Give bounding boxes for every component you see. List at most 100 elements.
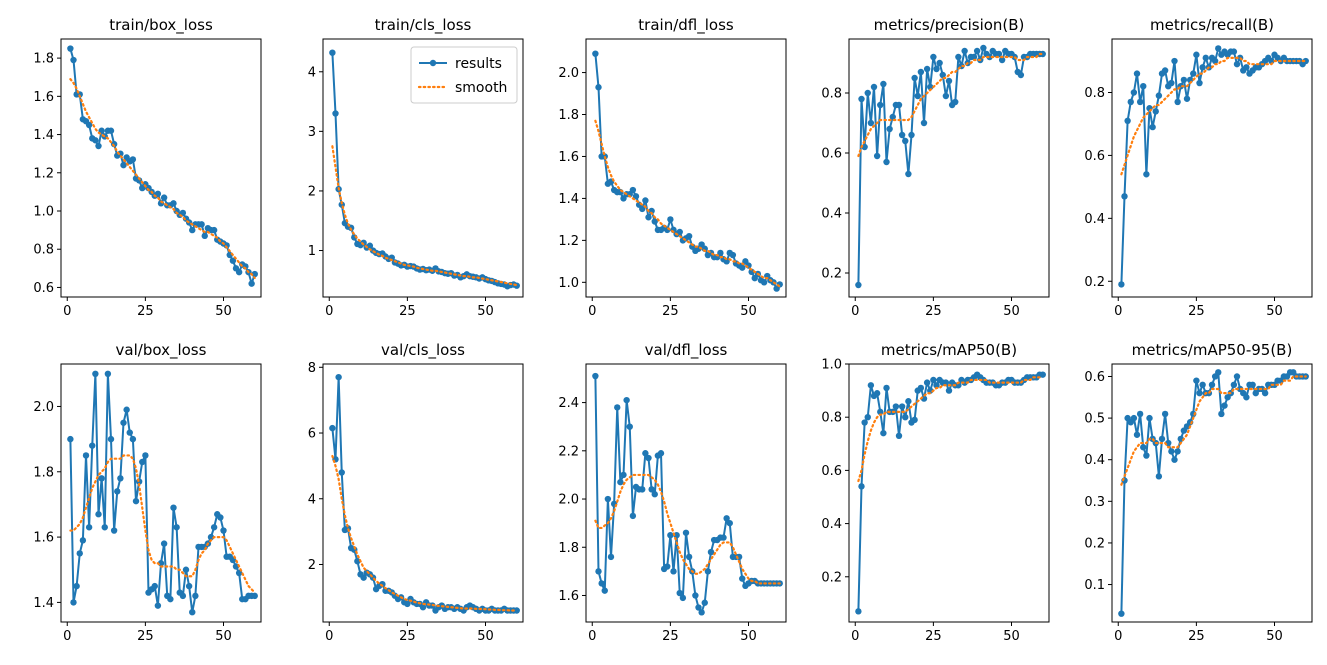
plot-area — [67, 45, 258, 287]
results-data-point — [160, 194, 168, 201]
smooth-series-line — [594, 119, 781, 288]
results-data-point — [614, 404, 621, 411]
x-tick-label: 50 — [215, 629, 232, 644]
plot-area — [329, 373, 520, 614]
results-data-point — [154, 602, 162, 609]
subplot-title: metrics/mAP50(B) — [881, 341, 1017, 359]
results-data-point — [82, 452, 90, 459]
y-tick-label: 2.0 — [558, 493, 579, 508]
y-tick-label: 0.2 — [1084, 275, 1105, 290]
results-data-point — [682, 529, 690, 536]
results-data-point — [870, 83, 878, 91]
results-data-point — [595, 84, 602, 91]
subplot-title: train/box_loss — [109, 16, 213, 35]
plot-area — [67, 370, 258, 616]
results-data-point — [639, 205, 646, 213]
results-data-point — [104, 370, 112, 377]
results-data-point — [1183, 95, 1191, 102]
results-data-point — [1161, 67, 1169, 74]
results-data-point — [170, 200, 177, 207]
y-tick-label: 0.5 — [1084, 412, 1105, 427]
results-data-point — [95, 142, 102, 150]
y-tick-label: 0.4 — [821, 207, 842, 222]
results-data-point — [917, 384, 925, 392]
smooth-series-line — [69, 78, 256, 279]
results-data-point — [79, 537, 87, 544]
results-data-point — [251, 270, 258, 278]
results-data-point — [880, 429, 887, 437]
subplot-title: metrics/recall(B) — [1150, 16, 1274, 34]
y-tick-label: 1.6 — [558, 589, 579, 604]
results-data-point — [366, 242, 374, 249]
results-data-point — [354, 558, 361, 565]
results-data-point — [1249, 381, 1256, 389]
results-data-point — [1155, 473, 1163, 480]
results-data-point — [1243, 64, 1250, 71]
results-data-point — [704, 568, 712, 575]
results-data-point — [67, 45, 74, 52]
smooth-series-line — [594, 473, 781, 585]
plot-area — [329, 49, 520, 290]
y-tick-label: 0.1 — [1084, 578, 1105, 593]
results-data-point — [1196, 79, 1203, 87]
results-data-point — [1136, 98, 1144, 106]
results-data-point — [419, 604, 427, 611]
results-data-point — [1017, 71, 1025, 79]
results-data-point — [1199, 64, 1206, 71]
results-data-point — [648, 486, 655, 493]
results-data-point — [861, 419, 868, 426]
axes-frame — [848, 38, 1050, 298]
results-data-point — [592, 50, 599, 57]
y-tick-label: 1.4 — [33, 128, 54, 143]
x-tick-label: 0 — [1114, 304, 1122, 319]
results-data-point — [1039, 371, 1046, 378]
results-series-line — [1120, 47, 1307, 285]
results-data-point — [729, 251, 737, 259]
results-data-point — [1133, 70, 1141, 77]
results-data-point — [189, 226, 196, 234]
results-data-point — [908, 131, 915, 139]
y-tick-label: 4 — [308, 492, 316, 507]
y-tick-label: 0.8 — [1084, 86, 1105, 101]
results-data-point — [1302, 57, 1309, 65]
results-data-point — [657, 450, 665, 457]
results-data-point — [936, 59, 943, 67]
results-data-point — [726, 519, 733, 527]
y-tick-label: 1.4 — [33, 596, 54, 611]
results-data-point — [945, 387, 953, 394]
y-tick-label: 0.6 — [821, 147, 842, 162]
results-data-point — [598, 580, 605, 587]
results-data-point — [867, 119, 875, 127]
results-data-point — [632, 193, 640, 200]
results-data-point — [107, 435, 115, 443]
results-data-point — [201, 232, 208, 240]
results-data-point — [114, 488, 121, 495]
legend: results smooth — [410, 46, 518, 104]
x-tick-label: 25 — [662, 304, 679, 319]
results-data-point — [1221, 402, 1228, 409]
y-tick-label: 1.8 — [558, 108, 579, 123]
x-tick-label: 0 — [1114, 629, 1122, 644]
results-data-point — [873, 152, 881, 160]
results-data-point — [1218, 410, 1225, 418]
axes-frame — [322, 38, 524, 298]
subplot-5: metrics/recall(B) 0 25 50 0.2 0.4 0.6 0.8 — [1084, 16, 1313, 319]
results-data-point — [129, 156, 137, 163]
y-tick-label: 1.4 — [558, 192, 579, 207]
results-data-point — [513, 607, 520, 614]
results-data-point — [880, 80, 887, 88]
results-data-point — [117, 475, 124, 482]
y-tick-label: 0.8 — [821, 87, 842, 102]
y-tick-label: 1.0 — [558, 276, 579, 291]
results-data-point — [1161, 410, 1169, 418]
results-data-point — [1118, 281, 1125, 288]
results-data-point — [877, 101, 884, 109]
axes-frame — [60, 38, 262, 298]
results-data-point — [1143, 452, 1150, 459]
results-data-point — [1133, 431, 1141, 438]
results-data-point — [1215, 369, 1222, 376]
results-data-point — [692, 592, 699, 599]
results-data-point — [198, 221, 205, 228]
subplot-6: val/box_loss 0 25 50 1.4 1.6 1.8 2.0 — [33, 341, 262, 644]
